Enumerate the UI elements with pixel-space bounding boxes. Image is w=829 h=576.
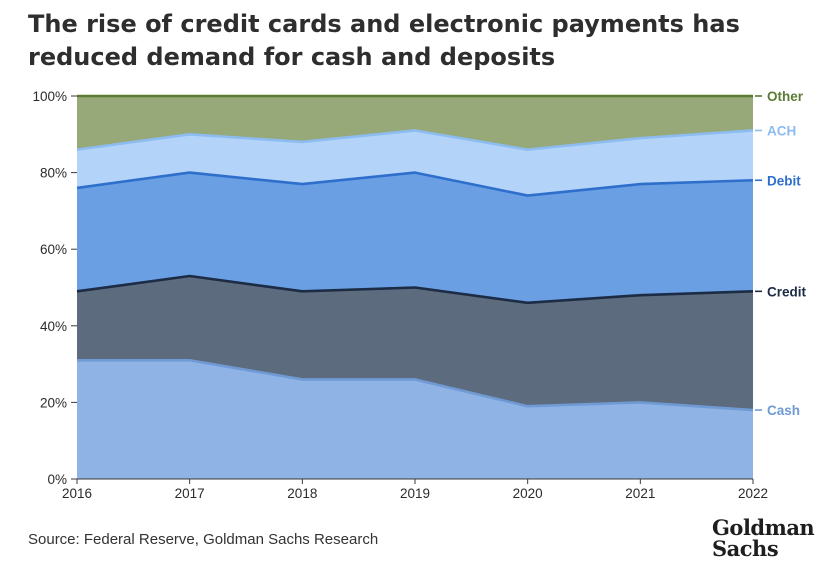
series-label-ach: ACH bbox=[767, 123, 796, 138]
series-labels: Cash Credit Debit ACH Other bbox=[755, 89, 807, 418]
y-tick-label: 0% bbox=[47, 472, 67, 487]
logo-line-1: Goldman bbox=[712, 515, 815, 540]
x-tick-label: 2017 bbox=[175, 486, 205, 501]
y-tick-label: 20% bbox=[40, 395, 67, 410]
goldman-sachs-logo: Goldman Sachs bbox=[712, 515, 815, 561]
area-ach bbox=[77, 130, 753, 196]
y-tick-label: 100% bbox=[32, 89, 67, 104]
x-tick-label: 2021 bbox=[625, 486, 655, 501]
y-tick-label: 80% bbox=[40, 166, 67, 181]
x-tick-label: 2016 bbox=[62, 486, 92, 501]
logo-line-2: Sachs bbox=[712, 536, 779, 561]
area-other bbox=[77, 96, 753, 150]
series-lines bbox=[76, 94, 754, 412]
y-tick-label: 40% bbox=[40, 319, 67, 334]
axes: 0% 20% 40% 60% 80% 100% 2016 2017 2018 2019 2020 20… bbox=[32, 89, 768, 501]
line-debit bbox=[76, 171, 754, 197]
area-layers bbox=[77, 96, 753, 479]
series-label-other: Other bbox=[767, 89, 804, 104]
series-label-cash: Cash bbox=[767, 403, 800, 418]
line-cash bbox=[77, 358, 754, 412]
line-ach bbox=[76, 129, 754, 151]
area-cash bbox=[77, 360, 753, 479]
series-label-credit: Credit bbox=[767, 284, 807, 299]
x-tick-label: 2019 bbox=[400, 486, 430, 501]
area-debit bbox=[77, 172, 753, 303]
area-credit bbox=[77, 276, 753, 411]
y-tick-label: 60% bbox=[40, 242, 67, 257]
chart-title: The rise of credit cards and electronic … bbox=[28, 10, 740, 71]
x-tick-label: 2022 bbox=[738, 486, 768, 501]
x-tick-label: 2018 bbox=[287, 486, 317, 501]
line-credit bbox=[76, 274, 754, 305]
x-tick-label: 2020 bbox=[513, 486, 543, 501]
series-label-debit: Debit bbox=[767, 173, 801, 188]
source-note: Source: Federal Reserve, Goldman Sachs R… bbox=[28, 531, 379, 548]
